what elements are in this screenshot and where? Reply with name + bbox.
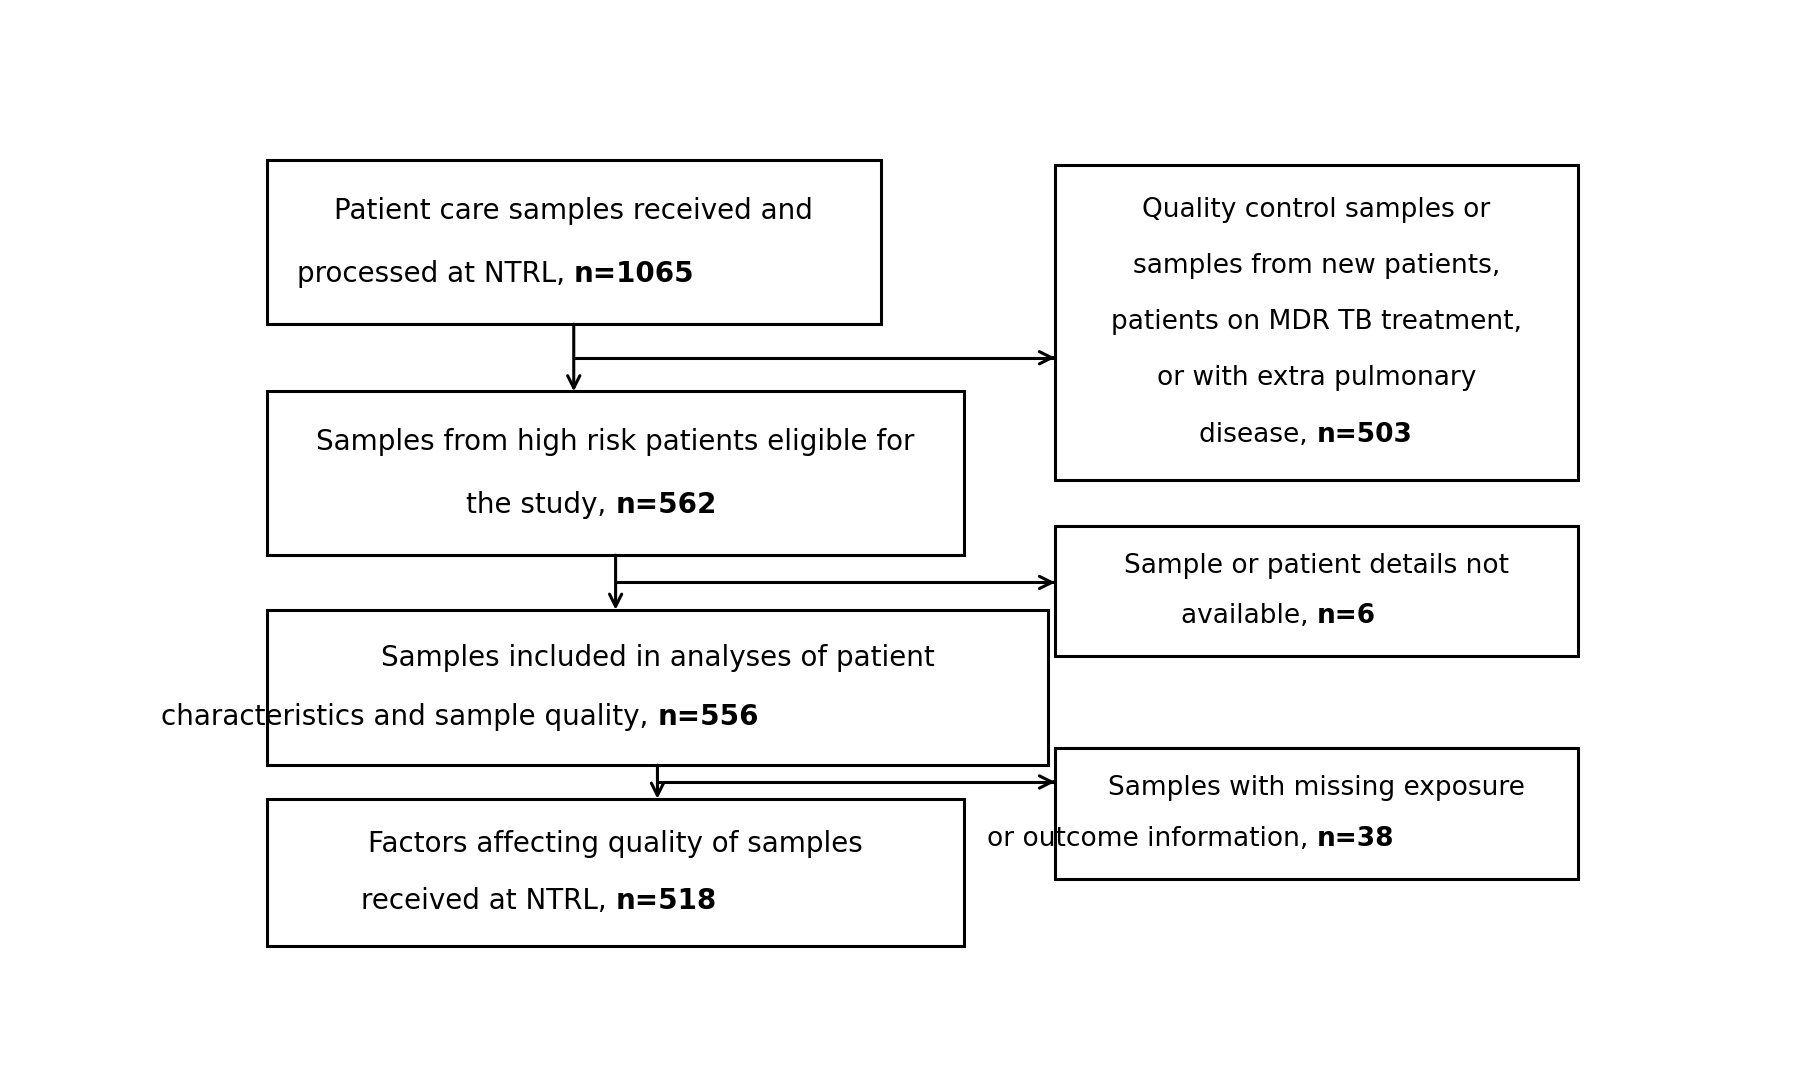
Text: processed at NTRL,: processed at NTRL, <box>297 260 574 288</box>
Text: n=38: n=38 <box>1316 826 1393 851</box>
Text: n=1065: n=1065 <box>574 260 695 288</box>
Text: Sample or patient details not: Sample or patient details not <box>1123 553 1508 579</box>
Text: n=556: n=556 <box>657 704 760 731</box>
Text: n=562: n=562 <box>616 491 716 518</box>
Bar <box>266 160 880 324</box>
Bar <box>1055 748 1579 878</box>
Bar <box>266 392 965 555</box>
Text: Samples with missing exposure: Samples with missing exposure <box>1109 776 1525 802</box>
Text: or outcome information,: or outcome information, <box>986 826 1316 851</box>
Bar <box>266 610 1048 765</box>
Text: n=503: n=503 <box>1316 421 1413 447</box>
Text: n=6: n=6 <box>1316 603 1375 628</box>
Text: Samples from high risk patients eligible for: Samples from high risk patients eligible… <box>317 428 914 456</box>
Bar <box>1055 526 1579 656</box>
Bar <box>266 799 965 946</box>
Text: received at NTRL,: received at NTRL, <box>362 887 616 914</box>
Text: characteristics and sample quality,: characteristics and sample quality, <box>162 704 657 731</box>
Text: Factors affecting quality of samples: Factors affecting quality of samples <box>369 830 862 858</box>
Text: patients on MDR TB treatment,: patients on MDR TB treatment, <box>1111 309 1523 335</box>
Text: or with extra pulmonary: or with extra pulmonary <box>1157 365 1476 392</box>
Text: n=518: n=518 <box>616 887 716 914</box>
Text: Samples included in analyses of patient: Samples included in analyses of patient <box>380 644 934 672</box>
Text: Patient care samples received and: Patient care samples received and <box>335 196 814 225</box>
Bar <box>1055 165 1579 480</box>
Text: available,: available, <box>1181 603 1316 628</box>
Text: Quality control samples or: Quality control samples or <box>1143 196 1490 223</box>
Text: the study,: the study, <box>466 491 616 518</box>
Text: samples from new patients,: samples from new patients, <box>1132 253 1499 279</box>
Text: disease,: disease, <box>1199 421 1316 447</box>
